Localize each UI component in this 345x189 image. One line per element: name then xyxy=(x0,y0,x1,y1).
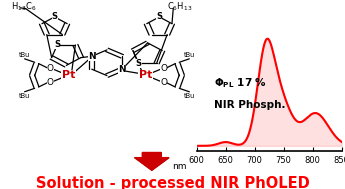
Text: N: N xyxy=(118,65,126,74)
Text: tBu: tBu xyxy=(184,93,195,98)
FancyArrow shape xyxy=(135,153,169,170)
Text: nm: nm xyxy=(172,162,187,171)
Text: O: O xyxy=(47,64,54,73)
Text: S: S xyxy=(51,12,58,21)
Text: NIR Phosph.: NIR Phosph. xyxy=(214,100,286,110)
Text: Pt: Pt xyxy=(139,70,152,80)
Text: Pt: Pt xyxy=(62,70,75,80)
Text: S: S xyxy=(136,59,141,68)
Text: C$_6$H$_{13}$: C$_6$H$_{13}$ xyxy=(167,0,192,12)
Text: S: S xyxy=(156,12,162,21)
Text: O: O xyxy=(160,64,167,73)
Text: $\mathbf{\Phi_{PL}}$ 17 %: $\mathbf{\Phi_{PL}}$ 17 % xyxy=(214,76,267,90)
Text: tBu: tBu xyxy=(184,52,195,58)
Text: O: O xyxy=(47,78,54,87)
Text: Solution - processed NIR PhOLED: Solution - processed NIR PhOLED xyxy=(36,176,309,189)
Text: tBu: tBu xyxy=(19,93,30,98)
Text: N: N xyxy=(88,52,96,61)
Text: S: S xyxy=(54,40,60,50)
Text: O: O xyxy=(160,78,167,87)
Text: H$_{13}$C$_6$: H$_{13}$C$_6$ xyxy=(11,0,36,12)
Text: tBu: tBu xyxy=(19,52,30,58)
